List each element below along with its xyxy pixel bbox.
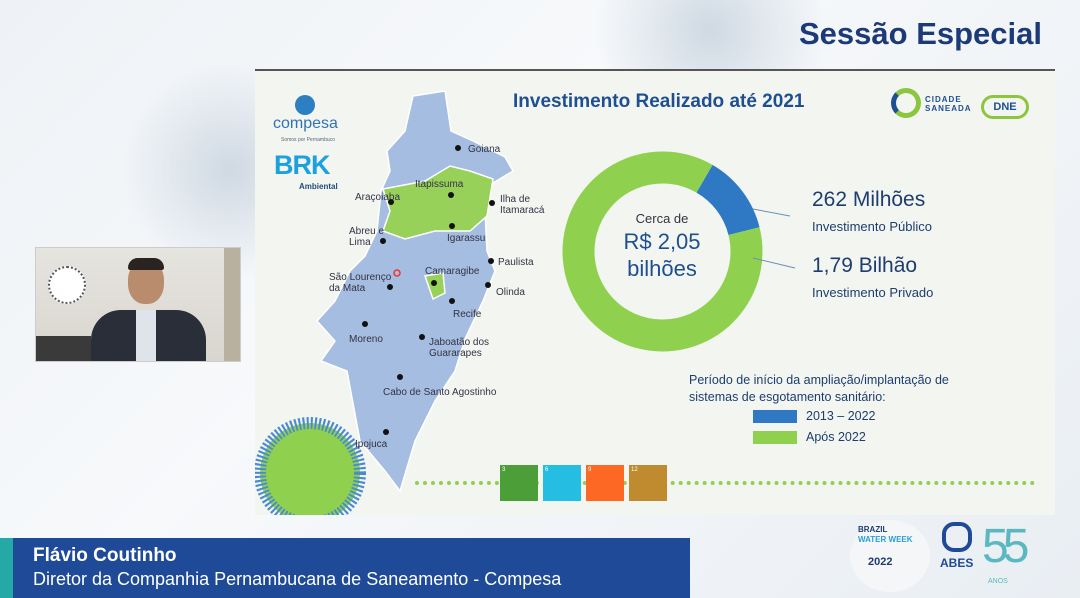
brazil-water-week-logo: BRAZIL WATER WEEK 2022 — [850, 520, 930, 592]
session-title: Sessão Especial — [799, 16, 1042, 51]
map-label: Jaboatão dos Guararapes — [429, 337, 490, 359]
legend-swatch-blue — [753, 410, 797, 423]
map-label: São Lourenço da Mata — [329, 272, 392, 294]
slide-title: Investimento Realizado até 2021 — [513, 91, 805, 112]
public-investment-label: Investimento Público — [812, 219, 932, 234]
map-label: Ilha de Itamaracá — [500, 194, 545, 216]
dotted-divider — [415, 481, 1035, 485]
donut-center-line3: bilhões — [627, 256, 697, 281]
abes-logo-icon — [942, 522, 972, 552]
abes-anos: ANOS — [988, 578, 1008, 585]
cidade-saneada-logo: CIDADE SANEADA — [925, 95, 972, 113]
brk-sub: Ambiental — [299, 182, 338, 191]
cidade-saneada-icon — [891, 88, 921, 118]
legend-title: Período de início da ampliação/implantaç… — [689, 373, 949, 404]
map-label: Ipojuca — [355, 439, 388, 450]
donut-slice-public — [695, 164, 760, 236]
compesa-drop-icon — [295, 95, 315, 115]
bww-line1: BRAZIL — [858, 525, 888, 534]
bww-year: 2022 — [868, 556, 893, 568]
speaker-webcam-video — [35, 247, 241, 362]
donut-center-line1: Cerca de — [635, 211, 689, 226]
sdg-6-icon: 6 — [543, 465, 581, 501]
donut-center-line2: R$ 2,05 — [623, 229, 701, 254]
map-label: Moreno — [349, 334, 383, 345]
dne-logo: DNE — [981, 95, 1029, 119]
callout-lines — [752, 208, 796, 269]
brk-logo: BRK — [274, 150, 330, 180]
map-label: Igarassu — [447, 233, 486, 244]
region-map — [255, 90, 515, 515]
map-region-green — [382, 165, 494, 240]
private-investment-value: 1,79 Bilhão — [812, 254, 918, 277]
bww-line2: WATER WEEK — [858, 535, 913, 544]
map-label: Araçoiaba — [355, 192, 401, 203]
map-label: Cabo de Santo Agostinho — [383, 387, 497, 398]
legend-label: Após 2022 — [806, 430, 866, 444]
speaker-shirt — [136, 310, 156, 361]
map-label: Abreu e Lima — [349, 226, 385, 248]
sdg-12-icon: 12 — [629, 465, 667, 501]
compesa-tagline: Somos por Pernambuco — [281, 137, 335, 143]
presentation-slide: compesa Somos por Pernambuco BRK Ambient… — [255, 69, 1055, 515]
private-investment-label: Investimento Privado — [812, 285, 934, 300]
donut-center-label: Cerca de R$ 2,05 bilhões — [612, 210, 712, 282]
chair — [36, 336, 91, 361]
speaker-hair — [128, 258, 164, 270]
abes-logo: ABES — [940, 556, 974, 570]
map-region-green — [423, 272, 446, 301]
investment-donut-chart — [562, 151, 763, 352]
lower-third-banner — [0, 538, 690, 598]
legend-swatch-green — [753, 431, 797, 444]
map-label: Goiana — [468, 144, 501, 155]
compesa-logo: compesa — [273, 115, 338, 132]
map-label: Itapissuma — [415, 179, 464, 190]
speaker-name: Flávio Coutinho — [33, 545, 177, 566]
map-label: Olinda — [496, 287, 525, 298]
donut-slice-private — [562, 151, 763, 352]
map-label: Recife — [453, 309, 482, 320]
wall-art — [48, 266, 86, 304]
door-frame — [224, 248, 240, 361]
legend-label: 2013 – 2022 — [806, 409, 876, 423]
public-investment-value: 262 Milhões — [812, 188, 926, 211]
speaker-role: Diretor da Companhia Pernambucana de San… — [33, 569, 562, 589]
map-label: Paulista — [498, 257, 534, 268]
abes-55-anos: 55 — [982, 520, 1029, 573]
sdg-9-icon: 9 — [586, 465, 624, 501]
decorative-sunburst — [255, 417, 366, 515]
map-label: Camaragibe — [425, 266, 480, 277]
sdg-3-icon: 3 — [500, 465, 538, 501]
